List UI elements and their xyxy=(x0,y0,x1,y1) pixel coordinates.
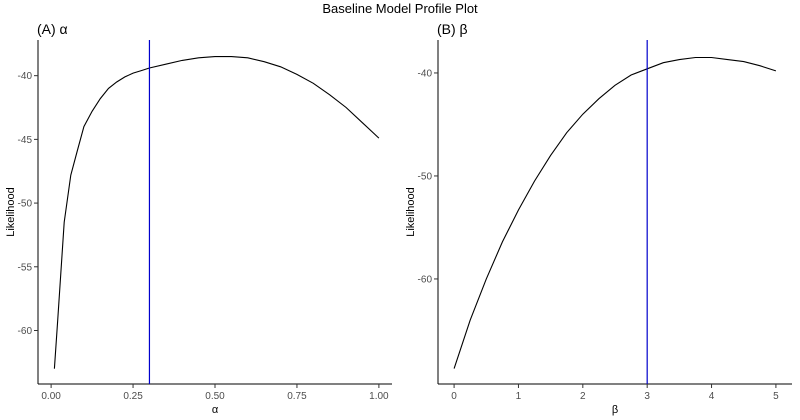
panel-title-beta: (B) β xyxy=(437,21,468,37)
y-axis-title-alpha: Likelihood xyxy=(5,187,17,237)
x-axis-title-beta: β xyxy=(612,404,618,416)
x-tick-label-beta: 4 xyxy=(709,391,715,402)
y-tick-label-alpha: -40 xyxy=(18,71,33,82)
panel-title-alpha: (A) α xyxy=(37,21,68,37)
x-tick-label-beta: 5 xyxy=(773,391,779,402)
y-tick-label-alpha: -60 xyxy=(18,326,33,337)
y-tick-label-beta: -40 xyxy=(418,68,433,79)
x-tick-label-beta: 3 xyxy=(644,391,650,402)
x-tick-label-beta: 0 xyxy=(451,391,457,402)
y-tick-label-alpha: -45 xyxy=(18,135,33,146)
likelihood-curve-alpha xyxy=(53,56,380,369)
y-tick-label-alpha: -55 xyxy=(18,262,33,273)
x-tick-label-alpha: 1.00 xyxy=(369,391,389,402)
x-tick-label-alpha: 0.50 xyxy=(205,391,225,402)
y-tick-label-alpha: -50 xyxy=(18,199,33,210)
x-axis-title-alpha: α xyxy=(212,404,219,416)
x-tick-label-alpha: 0.75 xyxy=(287,391,307,402)
y-tick-label-beta: -50 xyxy=(418,171,433,182)
x-tick-label-alpha: 0.00 xyxy=(41,391,61,402)
likelihood-curve-beta xyxy=(453,56,777,369)
x-tick-label-beta: 1 xyxy=(516,391,522,402)
x-tick-label-alpha: 0.25 xyxy=(123,391,143,402)
y-axis-title-beta: Likelihood xyxy=(405,187,417,237)
y-tick-label-beta: -60 xyxy=(418,274,433,285)
panel-beta: (B) β 0 1 2 3 4 5 -60 -50 -40 β Likelihood xyxy=(405,21,792,416)
figure-title: Baseline Model Profile Plot xyxy=(322,1,478,16)
panel-alpha: (A) α 0.00 0.25 0.50 0.75 1.00 -60 -55 -50 -45 -40… xyxy=(5,21,392,416)
x-tick-label-beta: 2 xyxy=(580,391,586,402)
